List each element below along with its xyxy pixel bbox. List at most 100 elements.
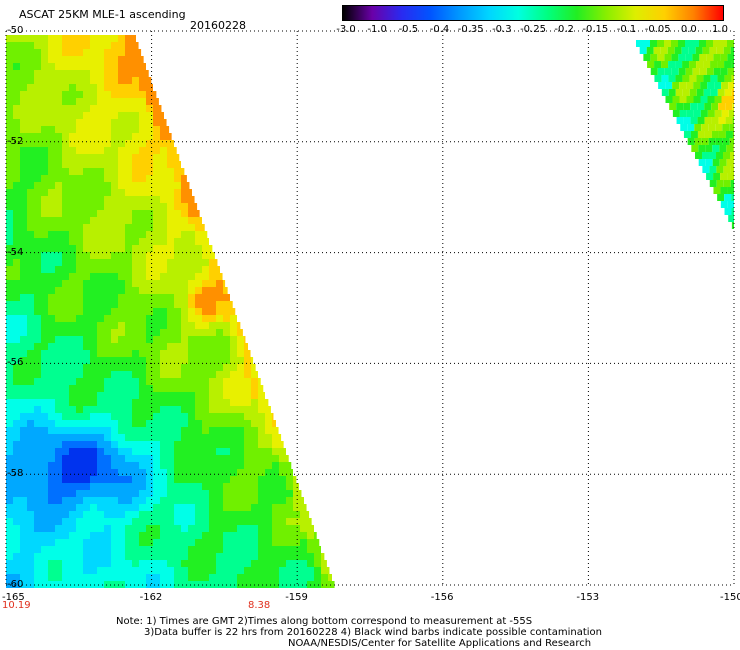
data-cell xyxy=(195,399,202,406)
data-cell xyxy=(723,152,731,159)
data-cell xyxy=(202,245,209,252)
data-cell xyxy=(6,574,13,581)
data-cell xyxy=(720,54,728,61)
data-cell xyxy=(216,294,223,301)
data-cell xyxy=(711,131,719,138)
data-cell xyxy=(20,231,27,238)
data-cell xyxy=(48,511,55,518)
data-cell xyxy=(209,539,216,546)
data-cell xyxy=(202,259,209,266)
data-cell xyxy=(104,434,111,441)
data-cell xyxy=(62,42,69,49)
longitude-label: -162 xyxy=(139,592,163,603)
data-cell xyxy=(13,392,20,399)
data-cell xyxy=(6,448,13,455)
data-cell xyxy=(132,532,139,539)
data-cell xyxy=(104,112,111,119)
data-cell xyxy=(76,105,83,112)
data-cell xyxy=(188,266,195,273)
data-cell xyxy=(700,110,708,117)
data-cell xyxy=(62,392,69,399)
data-cell xyxy=(146,308,153,315)
data-cell xyxy=(216,273,223,280)
data-cell xyxy=(160,455,167,462)
data-cell xyxy=(90,392,97,399)
data-cell xyxy=(55,203,62,210)
data-cell xyxy=(244,448,251,455)
data-cell xyxy=(181,574,188,581)
data-cell xyxy=(237,553,244,560)
data-cell xyxy=(111,259,118,266)
data-cell xyxy=(48,252,55,259)
data-cell xyxy=(76,308,83,315)
data-cell xyxy=(708,138,716,145)
data-cell xyxy=(146,98,153,105)
data-cell xyxy=(69,329,76,336)
data-cell xyxy=(69,455,76,462)
data-cell xyxy=(181,175,187,182)
data-cell xyxy=(6,399,13,406)
data-cell xyxy=(181,504,188,511)
data-cell xyxy=(90,441,97,448)
data-cell xyxy=(62,581,69,588)
data-cell xyxy=(153,322,160,329)
data-cell xyxy=(702,152,710,159)
data-cell xyxy=(160,350,167,357)
data-cell xyxy=(90,336,97,343)
data-cell xyxy=(83,490,90,497)
data-cell xyxy=(216,532,223,539)
data-cell xyxy=(125,567,132,574)
data-cell xyxy=(160,336,167,343)
data-cell xyxy=(160,504,167,511)
data-cell xyxy=(230,532,237,539)
data-cell xyxy=(76,392,83,399)
data-cell xyxy=(90,329,97,336)
data-cell xyxy=(230,518,237,525)
data-cell xyxy=(83,504,90,511)
data-cell xyxy=(104,182,111,189)
data-cell xyxy=(55,35,62,42)
data-cell xyxy=(13,70,20,77)
data-cell xyxy=(153,455,160,462)
data-cell xyxy=(664,68,672,75)
data-cell xyxy=(55,126,62,133)
data-cell xyxy=(20,469,27,476)
data-cell xyxy=(111,343,118,350)
data-cell xyxy=(13,343,20,350)
data-cell xyxy=(146,140,153,147)
data-cell xyxy=(139,392,146,399)
data-cell xyxy=(118,196,125,203)
data-cell xyxy=(679,96,687,103)
data-cell xyxy=(293,497,300,504)
data-cell xyxy=(664,40,671,47)
data-cell xyxy=(202,315,209,322)
data-cell xyxy=(710,61,718,68)
data-cell xyxy=(657,54,665,61)
data-cell xyxy=(6,105,13,112)
data-cell xyxy=(188,567,195,574)
data-cell xyxy=(153,490,160,497)
data-cell xyxy=(665,96,673,103)
data-cell xyxy=(132,301,139,308)
data-cell xyxy=(202,280,209,287)
data-cell xyxy=(181,581,188,588)
data-cell xyxy=(146,378,153,385)
data-cell xyxy=(20,35,27,42)
data-cell xyxy=(230,462,237,469)
data-cell xyxy=(97,35,104,42)
data-cell xyxy=(125,63,132,70)
data-cell xyxy=(139,539,146,546)
data-cell xyxy=(41,301,48,308)
data-cell xyxy=(111,98,118,105)
data-cell xyxy=(55,546,62,553)
data-cell xyxy=(20,371,27,378)
data-cell xyxy=(48,546,55,553)
data-cell xyxy=(132,567,139,574)
data-cell xyxy=(6,161,13,168)
data-cell xyxy=(160,182,167,189)
data-cell xyxy=(209,280,216,287)
data-cell xyxy=(689,75,697,82)
data-cell xyxy=(83,511,90,518)
data-cell xyxy=(27,532,34,539)
data-cell xyxy=(83,525,90,532)
